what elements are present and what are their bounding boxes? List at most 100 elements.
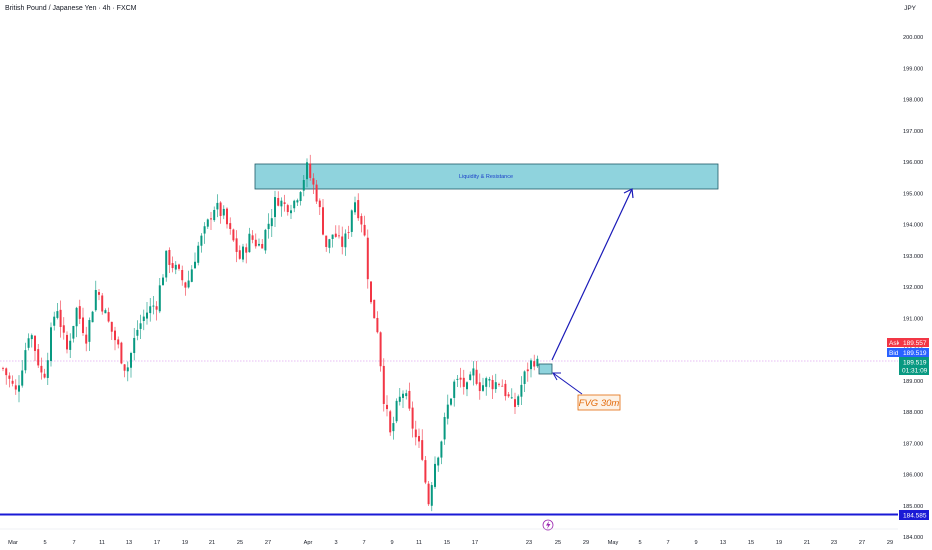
candle	[482, 377, 484, 392]
candle	[299, 190, 302, 206]
time-tick-label: 17	[154, 540, 160, 546]
candle	[235, 230, 238, 263]
candle	[366, 229, 369, 289]
candle	[370, 281, 372, 305]
last-price-badge	[899, 357, 929, 375]
candle	[50, 322, 52, 367]
candle	[126, 361, 129, 382]
price-tick-label: 197.000	[903, 129, 923, 135]
ask-label: Ask	[889, 340, 901, 347]
candle	[139, 314, 142, 339]
candle	[302, 174, 305, 197]
price-tick-label: 185.000	[903, 504, 923, 510]
price-tick-label: 187.000	[903, 441, 923, 447]
candle	[530, 358, 532, 378]
candle	[254, 233, 257, 249]
candle	[395, 398, 398, 424]
candle	[222, 205, 225, 220]
candle	[325, 235, 328, 252]
candle	[293, 199, 296, 213]
ask-price-badge	[899, 338, 929, 347]
candle	[296, 198, 299, 207]
candle	[158, 277, 161, 314]
liquidity-resistance-zone[interactable]	[254, 163, 719, 190]
candle	[443, 412, 446, 445]
candle	[526, 362, 529, 382]
candle	[72, 325, 75, 343]
candle	[59, 300, 62, 338]
candle	[242, 243, 244, 263]
candle	[40, 357, 43, 380]
candle	[152, 295, 155, 315]
price-badges: Ask 189.557 Bid 189.519 189.519 01:31:09…	[887, 338, 929, 520]
candle	[382, 358, 385, 412]
candle	[85, 326, 88, 352]
candle	[197, 241, 200, 266]
candle	[11, 375, 14, 387]
candle	[478, 373, 481, 400]
time-tick-label: Mar	[8, 540, 18, 546]
price-tick-label: 194.000	[903, 223, 923, 229]
currency-label[interactable]: JPY	[904, 5, 916, 12]
candle	[219, 201, 222, 224]
candle	[450, 397, 452, 407]
candle	[392, 416, 395, 440]
time-tick-label: May	[608, 540, 619, 546]
candle	[248, 227, 251, 253]
candle	[203, 222, 206, 244]
support-price-badge	[899, 510, 929, 520]
candle	[104, 308, 107, 314]
candle	[206, 218, 209, 229]
time-tick-label: 25	[555, 540, 561, 546]
candle	[475, 361, 478, 386]
candle	[494, 373, 497, 393]
projection-arrow[interactable]	[551, 188, 633, 361]
candle	[418, 428, 420, 448]
price-tick-label: 200.000	[903, 35, 923, 41]
candle	[402, 390, 404, 409]
candle	[264, 228, 267, 254]
lightning-event-icon[interactable]	[542, 519, 554, 531]
candle	[434, 456, 436, 489]
fvg-label: FVG 30m	[579, 398, 620, 409]
candle	[322, 198, 324, 236]
bar-countdown: 01:31:09	[902, 368, 928, 375]
time-tick-label: 19	[776, 540, 782, 546]
price-tick-label: 196.000	[903, 160, 923, 166]
candle	[354, 196, 356, 215]
candle	[517, 394, 520, 407]
candle	[379, 331, 382, 372]
candle	[414, 420, 417, 446]
candle	[238, 245, 241, 260]
price-axis[interactable]: 200.000 199.000 198.000 197.000 196.000 195.0…	[903, 35, 923, 541]
candle	[315, 180, 318, 204]
candle	[53, 311, 56, 331]
candle	[462, 369, 465, 395]
price-tick-label: 184.000	[903, 535, 923, 541]
candle	[507, 391, 510, 398]
candle	[318, 198, 321, 216]
candle	[82, 307, 84, 336]
candle	[357, 193, 360, 221]
candle	[18, 375, 20, 403]
candle	[43, 368, 46, 379]
candle	[200, 233, 203, 253]
candle	[174, 261, 177, 275]
fvg-box[interactable]	[538, 363, 553, 375]
symbol-title[interactable]: British Pound / Japanese Yen · 4h · FXCM	[5, 5, 137, 12]
candle	[8, 372, 11, 388]
price-tick-label: 193.000	[903, 254, 923, 260]
candle	[466, 381, 468, 397]
candle	[184, 281, 187, 296]
candle	[334, 225, 337, 238]
candle	[149, 298, 152, 322]
time-axis[interactable]: Mar 5 7 11 13 17 19 21 25 27 Apr 3 7 9 11 15 17 23 25 29 May…	[0, 528, 898, 546]
candle	[165, 250, 168, 282]
candle	[376, 311, 379, 334]
candle	[283, 194, 286, 212]
time-tick-label: 9	[694, 540, 697, 546]
candle	[344, 229, 347, 256]
price-tick-label: 192.000	[903, 285, 923, 291]
candle	[286, 203, 289, 216]
